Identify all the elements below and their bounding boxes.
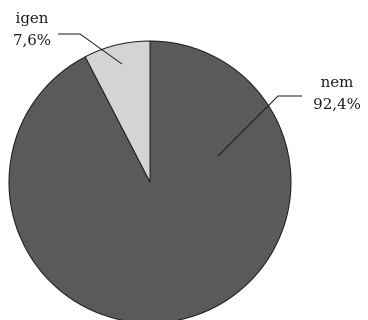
label-value-igen: 7,6% — [13, 31, 51, 49]
leader-line-nem — [217, 95, 302, 157]
pie-slice-nem — [8, 40, 292, 320]
label-value-nem: 92,4% — [313, 95, 361, 113]
label-category-nem: nem — [321, 73, 354, 91]
label-category-igen: igen — [16, 9, 49, 27]
pie-slice-igen — [84, 40, 151, 183]
leader-line-igen — [58, 33, 123, 65]
